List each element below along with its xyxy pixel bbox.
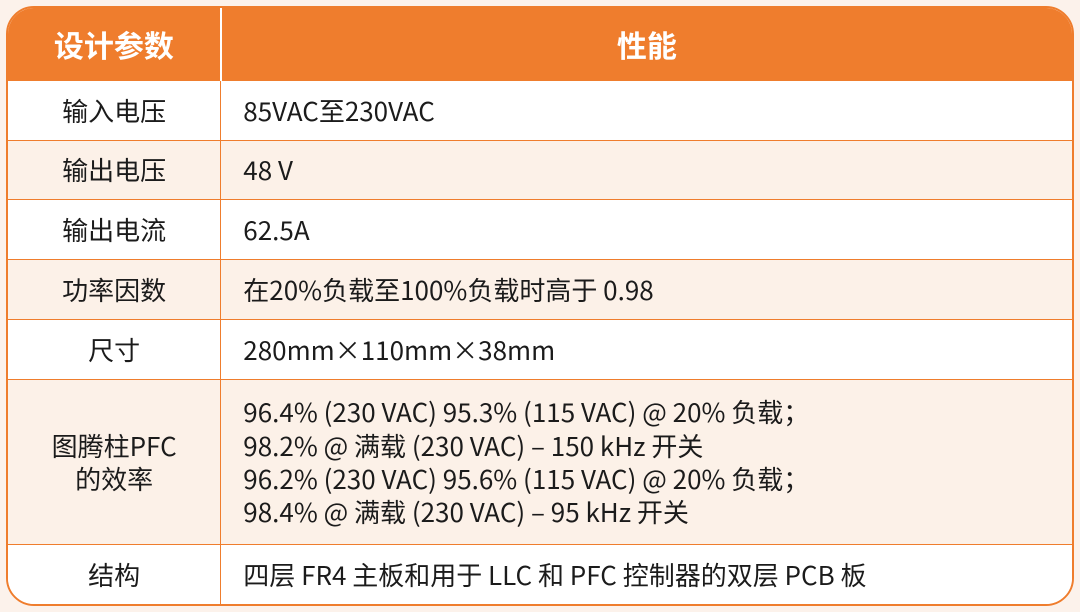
cell-value: 85VAC至230VAC bbox=[221, 81, 1072, 141]
spec-table: 设计参数 性能 输入电压 85VAC至230VAC 输出电压 48 V 输出电流… bbox=[8, 8, 1072, 604]
cell-param: 输出电流 bbox=[8, 200, 221, 260]
spec-table-container: 设计参数 性能 输入电压 85VAC至230VAC 输出电压 48 V 输出电流… bbox=[6, 6, 1074, 606]
cell-param: 结构 bbox=[8, 545, 221, 604]
table-row: 输出电流 62.5A bbox=[8, 200, 1072, 260]
cell-value: 96.4% (230 VAC) 95.3% (115 VAC) @ 20% 负载… bbox=[221, 379, 1072, 545]
cell-value: 四层 FR4 主板和用于 LLC 和 PFC 控制器的双层 PCB 板 bbox=[221, 545, 1072, 604]
cell-param: 尺寸 bbox=[8, 319, 221, 379]
cell-param: 图腾柱PFC 的效率 bbox=[8, 379, 221, 545]
cell-param: 功率因数 bbox=[8, 260, 221, 320]
table-row: 输出电压 48 V bbox=[8, 140, 1072, 200]
cell-param: 输出电压 bbox=[8, 140, 221, 200]
cell-value: 在20%负载至100%负载时高于 0.98 bbox=[221, 260, 1072, 320]
table-row: 输入电压 85VAC至230VAC bbox=[8, 81, 1072, 141]
header-value: 性能 bbox=[221, 8, 1072, 81]
cell-param: 输入电压 bbox=[8, 81, 221, 141]
table-header-row: 设计参数 性能 bbox=[8, 8, 1072, 81]
table-row: 图腾柱PFC 的效率 96.4% (230 VAC) 95.3% (115 VA… bbox=[8, 379, 1072, 545]
cell-value: 280mm×110mm×38mm bbox=[221, 319, 1072, 379]
table-row: 结构 四层 FR4 主板和用于 LLC 和 PFC 控制器的双层 PCB 板 bbox=[8, 545, 1072, 604]
cell-value: 62.5A bbox=[221, 200, 1072, 260]
table-row: 功率因数 在20%负载至100%负载时高于 0.98 bbox=[8, 260, 1072, 320]
table-row: 尺寸 280mm×110mm×38mm bbox=[8, 319, 1072, 379]
header-param: 设计参数 bbox=[8, 8, 221, 81]
cell-value: 48 V bbox=[221, 140, 1072, 200]
